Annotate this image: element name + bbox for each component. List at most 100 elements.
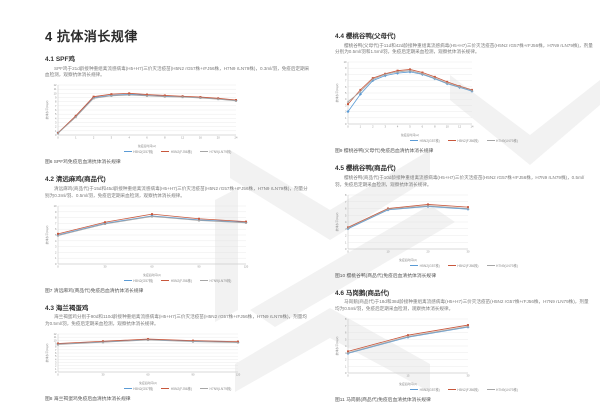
legend-marker: [161, 279, 170, 281]
svg-text:5: 5: [55, 112, 57, 116]
svg-text:8: 8: [345, 73, 347, 77]
svg-text:0: 0: [347, 373, 349, 377]
section-heading: 4.1 SPF鸡: [45, 56, 75, 63]
section-heading: 4.2 清远麻鸡(商品代): [45, 176, 106, 184]
svg-text:6: 6: [345, 330, 347, 334]
svg-text:抗体水平(log2): 抗体水平(log2): [45, 343, 49, 362]
chart-legend: H5N2(G57株) H5N2(FJ56株) H7N9(LN79株): [335, 263, 593, 268]
svg-text:3: 3: [384, 125, 386, 129]
chart-legend: H5N2(G57株) H5N2(FJ56株) H7N9(LN79株): [335, 138, 593, 143]
svg-text:7: 7: [345, 79, 347, 83]
svg-text:9: 9: [55, 341, 57, 345]
section-body: 马岗鹅(商品代)于18d和38d龄接种重组禽流感病毒(H5+H7)三价灭活疫苗(…: [335, 299, 589, 311]
svg-text:2: 2: [55, 364, 57, 368]
svg-text:4: 4: [128, 136, 130, 140]
svg-text:20: 20: [427, 249, 430, 253]
svg-text:3: 3: [55, 244, 57, 248]
chart-legend: H5N2(G57株) H5N2(FJ56株) H7N9(LN79株): [335, 387, 593, 392]
section-4-4-cherryvalley-parent: 4.4 樱桃谷鸭(父母代) 樱桃谷鸭(父母代)于11d和42d龄接种重组禽流感病…: [334, 30, 593, 155]
antibody-line-chart: 0 1 2 3 4 5 6 7 8 9 10 0 1 2 3 4 5 6 8 10 12 14 免疫后时间(w) 抗体水平(l…: [334, 59, 477, 137]
svg-text:4: 4: [345, 97, 347, 101]
svg-text:8: 8: [164, 136, 166, 140]
svg-text:5: 5: [345, 91, 347, 95]
legend-marker: [161, 151, 170, 153]
svg-text:60: 60: [147, 372, 150, 376]
svg-text:9: 9: [55, 209, 57, 213]
svg-text:8: 8: [434, 125, 436, 129]
antibody-line-chart: 0 1 2 3 4 5 6 7 8 0 10 20 30 免疫后时间(d) 抗体水平(log2): [334, 192, 473, 262]
svg-text:30: 30: [467, 249, 470, 253]
svg-text:4: 4: [55, 117, 57, 121]
svg-text:12: 12: [181, 136, 184, 140]
legend-item: H7N9(LN79株): [200, 149, 231, 154]
section-body: 樱桃谷鸭(商品代)于10d龄接种重组禽流感病毒(H5+H7)三价灭活疫苗(H5N…: [335, 174, 585, 187]
legend-label: H5N2(FJ56株): [170, 278, 193, 283]
section-heading: 4.3 海兰褐蛋鸡: [45, 304, 89, 312]
legend-label: H5N2(FJ56株): [457, 387, 479, 392]
legend-marker: [447, 140, 456, 142]
svg-text:0: 0: [345, 122, 347, 126]
svg-text:1: 1: [345, 240, 347, 244]
svg-text:9: 9: [345, 66, 347, 70]
legend-marker: [447, 264, 456, 266]
svg-text:1: 1: [55, 256, 57, 260]
section-4-3-hyline-hen: 4.3 海兰褐蛋鸡 海兰褐蛋鸡分别于90d和110d龄接种重组禽流感病毒(H5+…: [44, 302, 310, 402]
chart-legend: H5N2(G57株) H5N2(FJ56株) H7N9(LN79株): [45, 149, 310, 154]
svg-text:6: 6: [345, 85, 347, 89]
svg-text:2: 2: [55, 125, 57, 129]
legend-label: H5N2(G57株): [133, 150, 154, 155]
legend-item: H5N2(FJ56株): [447, 138, 479, 144]
svg-text:8: 8: [55, 215, 57, 219]
legend-label: H5N2(G57株): [133, 386, 154, 391]
svg-text:7: 7: [55, 221, 57, 225]
svg-text:免疫后时间(d): 免疫后时间(d): [399, 381, 417, 386]
legend-marker: [410, 388, 419, 390]
antibody-line-chart: 0 1 2 3 4 5 6 7 8 9 10 11 12 0 1 2 3 4 6 8 12 16 20 24 免疫后时间(w) 抗…: [44, 82, 241, 148]
svg-text:抗体水平(log2): 抗体水平(log2): [335, 84, 339, 103]
legend-label: H5N2(FJ56株): [457, 139, 479, 144]
legend-label: H7N9(LN79株): [496, 387, 518, 392]
svg-text:8: 8: [55, 100, 57, 104]
legend-label: H7N9(LN79株): [496, 139, 518, 144]
svg-text:6: 6: [55, 227, 57, 231]
svg-text:16: 16: [199, 136, 202, 140]
svg-text:0: 0: [57, 264, 59, 268]
section-heading: 4.6 马岗鹅(商品代): [335, 289, 390, 297]
figure-caption: 图10 樱桃谷鸭(商品代)免疫后血清抗体消长规律: [335, 273, 437, 279]
svg-text:15: 15: [407, 373, 410, 377]
svg-text:2: 2: [55, 250, 57, 254]
svg-text:10: 10: [54, 338, 57, 342]
legend-item: H5N2(G57株): [410, 387, 440, 392]
svg-text:3: 3: [345, 104, 347, 108]
svg-text:8: 8: [55, 345, 57, 349]
antibody-line-chart: 0 1 2 3 4 5 6 7 8 9 10 11 12 0 30 60 90 120 免疫后时间(d) 抗体水平(l…: [44, 331, 243, 385]
svg-text:2: 2: [345, 357, 347, 361]
legend-item: H5N2(FJ56株): [447, 263, 479, 268]
svg-text:10: 10: [387, 249, 390, 253]
svg-text:1: 1: [345, 116, 347, 120]
figure-caption: 图9 樱桃谷鸭(父母代)免疫后血清抗体消长规律: [335, 149, 434, 155]
svg-text:抗体水平(log2): 抗体水平(log2): [45, 225, 49, 244]
svg-text:6: 6: [422, 125, 424, 129]
svg-text:抗体水平(log2): 抗体水平(log2): [335, 212, 339, 231]
legend-label: H5N2(FJ56株): [170, 150, 193, 155]
svg-text:1: 1: [345, 364, 347, 368]
svg-text:10: 10: [344, 60, 347, 64]
svg-text:7: 7: [55, 348, 57, 352]
svg-text:6: 6: [55, 108, 57, 112]
svg-text:5: 5: [55, 233, 57, 237]
section-4-1-spf-chicken: 4.1 SPF鸡 SPF鸡于21d龄接种重组禽流感病毒(H5+H7)三价灭活疫苗…: [44, 53, 310, 165]
section-heading: 4.4 樱桃谷鸭(父母代): [335, 33, 396, 40]
svg-text:4: 4: [345, 344, 347, 348]
svg-text:9: 9: [55, 96, 57, 100]
antibody-line-chart: 0 1 2 3 4 5 6 7 8 0 15 30 免疫后时间(d) 抗体水平(log2): [334, 316, 473, 386]
svg-text:90: 90: [192, 372, 195, 376]
legend-marker: [200, 387, 209, 389]
section-body: 樱桃谷鸭(父母代)于11d和42d龄接种重组禽流感病毒(H5+H7)三价灭活疫苗…: [335, 42, 593, 55]
svg-text:0: 0: [57, 136, 59, 140]
figure-caption: 图7 清远麻鸡(商品代)免疫后血清抗体消长规律: [45, 288, 144, 294]
svg-text:0: 0: [345, 371, 347, 375]
svg-text:8: 8: [345, 317, 347, 321]
